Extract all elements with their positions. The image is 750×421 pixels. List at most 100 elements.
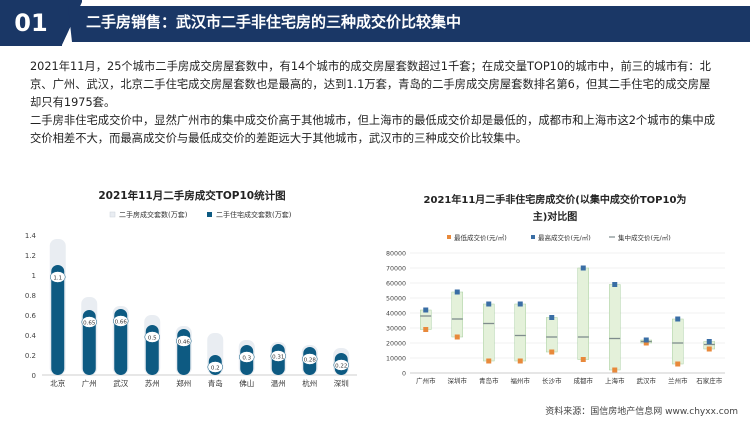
- y-tick-label: 60000: [386, 281, 406, 288]
- paragraph-2: 二手房非住宅成交价中，显然广州市的集中成交价高于其他城市，但上海市的最低成交价却…: [30, 114, 716, 145]
- x-tick-label: 上海市: [605, 376, 625, 385]
- data-label-bg: [81, 316, 97, 328]
- data-label-bg: [207, 361, 223, 373]
- chart-title-line2: 主)对比图: [533, 210, 578, 223]
- y-tick-label: 0: [32, 372, 36, 380]
- y-tick-label: 1.4: [25, 232, 37, 240]
- x-tick-label: 温州: [271, 379, 286, 388]
- legend-swatch: [109, 211, 116, 218]
- x-tick-label: 成都市: [574, 376, 594, 385]
- range-chart-price: 2021年11月二手非住宅房成交价(以集中成交价TOP10为主)对比图最低成交价…: [386, 193, 725, 385]
- legend-label: 二手房成交套数(万套): [119, 210, 188, 219]
- y-tick-label: 80000: [386, 251, 406, 258]
- data-label-bg: [302, 353, 318, 365]
- range-box: [420, 309, 432, 330]
- min-marker: [454, 334, 460, 340]
- range-box: [577, 267, 589, 360]
- range-box: [672, 318, 684, 365]
- paragraph-1: 2021年11月，25个城市二手房成交房屋套数中，有14个城市的成交房屋套数超过…: [30, 60, 711, 109]
- x-tick-label: 武汉市: [637, 376, 657, 385]
- data-label-bg: [113, 315, 129, 327]
- data-label: 0.22: [335, 363, 347, 369]
- y-tick-label: 0.2: [25, 352, 36, 360]
- x-tick-label: 长沙市: [542, 376, 562, 385]
- x-tick-label: 广州市: [416, 376, 436, 385]
- max-marker: [423, 307, 429, 313]
- min-marker: [486, 358, 492, 364]
- min-marker: [549, 349, 555, 355]
- data-label: 0.46: [178, 339, 191, 345]
- y-tick-label: 70000: [386, 266, 406, 273]
- x-tick-label: 广州: [82, 378, 97, 388]
- bar-residential: [51, 265, 65, 375]
- data-label-bg: [176, 335, 192, 347]
- data-label-bg: [50, 271, 66, 283]
- page-title: 二手房销售：武汉市二手非住宅房的三种成交价比较集中: [86, 13, 462, 31]
- x-tick-label: 石家庄市: [696, 376, 723, 385]
- min-marker: [423, 327, 429, 332]
- legend-swatch: [447, 235, 451, 239]
- min-marker: [612, 367, 618, 373]
- data-label: 0.3: [242, 355, 251, 361]
- chart-title-line1: 2021年11月二手非住宅房成交价(以集中成交价TOP10为: [424, 193, 687, 206]
- y-tick-label: 40000: [386, 311, 406, 318]
- x-tick-label: 武汉: [113, 378, 128, 388]
- body-text: 2021年11月，25个城市二手房成交房屋套数中，有14个城市的成交房屋套数超过…: [30, 58, 720, 148]
- x-tick-label: 郑州: [176, 378, 191, 388]
- x-tick-label: 福州市: [511, 376, 531, 385]
- y-tick-label: 0: [402, 371, 406, 378]
- range-box: [451, 291, 463, 338]
- min-marker: [706, 346, 712, 352]
- legend-label: 二手住宅成交套数(万套): [216, 210, 292, 219]
- max-marker: [454, 289, 460, 295]
- y-tick-label: 0.4: [25, 332, 37, 340]
- x-tick-label: 深圳: [334, 378, 349, 388]
- legend-label: 最低成交价(元/㎡): [454, 233, 507, 242]
- y-tick-label: 1: [32, 272, 36, 280]
- data-label: 0.65: [83, 320, 96, 326]
- range-box: [483, 303, 495, 362]
- min-marker: [580, 357, 586, 362]
- y-tick-label: 0.8: [25, 292, 36, 300]
- max-marker: [580, 265, 586, 271]
- source-note: 资料来源：国信房地产信息网 www.chyxx.com: [545, 407, 738, 417]
- header-title-bar: [68, 6, 750, 42]
- data-label-bg: [270, 350, 286, 362]
- y-tick-label: 0.6: [25, 312, 37, 320]
- x-tick-label: 北京: [50, 378, 65, 388]
- header-banner: 01 二手房销售：武汉市二手非住宅房的三种成交价比较集中: [0, 0, 750, 46]
- min-marker: [643, 340, 649, 346]
- min-marker: [675, 361, 681, 367]
- data-label: 0.5: [148, 335, 157, 341]
- range-box: [546, 317, 558, 353]
- section-number: 01: [0, 0, 62, 46]
- y-tick-label: 50000: [386, 296, 406, 303]
- x-tick-label: 杭州: [302, 378, 317, 388]
- y-tick-label: 20000: [386, 341, 406, 348]
- max-marker: [612, 282, 618, 287]
- x-tick-label: 苏州: [145, 378, 160, 388]
- max-marker: [706, 339, 712, 344]
- x-tick-label: 佛山: [239, 378, 254, 388]
- x-tick-label: 青岛: [208, 378, 223, 388]
- max-marker: [517, 301, 523, 307]
- y-tick-label: 1.2: [25, 252, 36, 260]
- range-box: [514, 303, 526, 362]
- data-label: 0.66: [115, 319, 128, 325]
- legend-swatch: [207, 212, 212, 217]
- legend-swatch: [531, 235, 535, 239]
- data-label: 0.28: [304, 357, 317, 363]
- y-tick-label: 10000: [386, 356, 406, 363]
- y-tick-label: 30000: [386, 326, 406, 333]
- chart-title: 2021年11月二手房成交TOP10统计图: [98, 189, 285, 202]
- x-tick-label: 青岛市: [479, 376, 499, 385]
- data-label-bg: [239, 351, 255, 363]
- legend-label: 集中成交价(元/㎡): [618, 233, 671, 242]
- data-label-bg: [144, 331, 160, 343]
- data-label-bg: [333, 359, 349, 371]
- data-label: 0.31: [272, 354, 284, 360]
- max-marker: [549, 315, 555, 320]
- max-marker: [675, 316, 681, 322]
- data-label: 1.1: [53, 275, 62, 281]
